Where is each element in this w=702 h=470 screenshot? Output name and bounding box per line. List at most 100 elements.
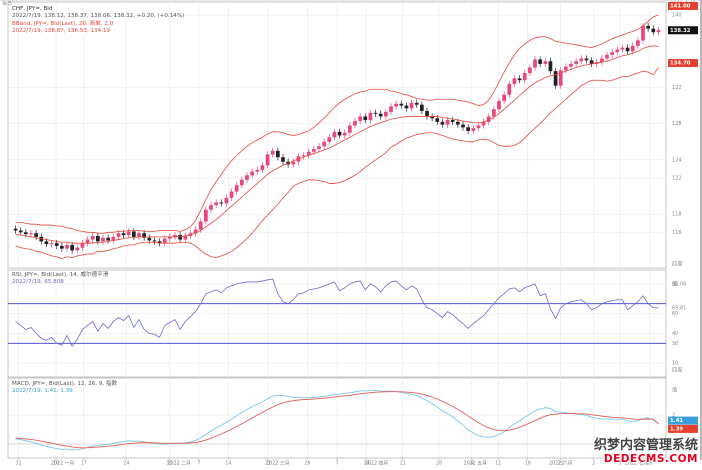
upper-band-tag: 141.00 [670,4,691,10]
price-legend-symbol: CHF, JPY=, Bid [12,6,53,12]
candle-body [312,149,316,152]
candle-body [337,131,342,136]
candle-body [553,71,558,86]
header-top-left: 每日 [2,0,12,7]
candle-body [363,116,368,121]
candle-body [373,112,378,114]
candle-body [584,58,589,61]
candle-body [502,94,506,102]
candle-body [625,47,630,52]
candle-body [384,111,388,117]
x-month-label: 2022 七月 [625,459,648,466]
candle-body [116,233,121,237]
x-day-tick-label: 21 [400,460,406,466]
signal-value-tag-bg [668,424,698,433]
macd-legend-values: 2022/7/19, 1.41, 1.39 [12,388,117,395]
candle-body [49,243,54,245]
candle-body [106,237,110,241]
bband-upper-line [15,14,659,234]
candle-body [414,102,419,105]
candle-body [409,102,414,109]
macd-legend: MACD, JPY=, Bid(Last), 12, 26, 9, 指数 202… [12,381,117,396]
candle-body [492,109,496,117]
candle-body [646,25,650,29]
candle-body [522,72,527,81]
candle-body [245,175,249,180]
rsi-y-tick-label: 10 [672,361,678,367]
x-day-tick-label: 14 [364,460,370,466]
candle-body [620,47,625,50]
price-y-tick-label: 132 [672,85,682,91]
candle-body [327,137,332,142]
signal-line [15,391,659,449]
candle-body [466,127,470,131]
candle-body [142,233,146,238]
bband-lower-line [15,67,659,259]
candle-body [394,103,398,107]
candle-body [234,185,239,192]
price-legend-boll-title: BBand, JPY=, Bid(Last), 20, 简单, 2.0 [12,20,114,27]
candle-body [507,83,512,95]
candle-body [579,58,584,62]
candle-body [65,244,69,249]
candle-body [75,247,80,251]
candle-body [517,78,522,81]
rsi-legend-title: RSI, JPY=, Bid(Last), 14, 威尔德平滑 [12,272,109,278]
x-day-tick-label: 10 [53,460,59,466]
candle-body [178,235,182,240]
candle-body [24,232,28,235]
watermark: 织梦内容管理系统 DEDECMS.COM [594,434,698,465]
x-day-tick-label: 21 [265,460,271,466]
x-month-label: 2022 三月 [266,460,289,466]
candle-body [132,231,136,237]
candle-body [399,103,404,106]
candle-body [29,233,33,235]
candle-body [260,165,265,170]
candle-body [173,235,177,237]
x-day-tick-label: 18 [525,460,531,466]
x-day-tick-label: 7 [197,460,200,466]
candle-body [85,239,90,244]
candle-body [198,221,203,230]
rsi-y-tick-label: 30 [672,341,678,347]
last-price-tag: 138.32 [670,28,691,34]
candle-body [389,106,393,112]
x-month-label: 2022 一月 [51,460,74,466]
rsi-line [15,278,659,347]
candle-body [281,157,285,162]
candle-body [152,240,157,242]
candle-body [255,169,260,172]
candle-body [270,150,275,155]
candle-body [651,28,656,33]
macd-y-tick-label: 0 [672,441,675,447]
candle-body [291,161,296,165]
macd-line [15,389,659,451]
candle-body [332,131,337,138]
watermark-cn: 织梦内容管理系统 [593,438,698,453]
candle-body [13,228,18,231]
last-price-tag-bg [668,26,698,35]
candle-body [630,45,635,52]
candle-body [404,105,409,109]
candle-body [54,243,59,246]
candle-body [486,116,491,122]
x-day-tick-label: 24 [123,460,129,466]
candle-body [533,59,537,68]
x-day-tick-label: 14 [225,460,231,466]
x-day-tick-label: 7 [335,460,338,466]
candle-body [80,243,85,248]
candle-body [471,128,476,131]
candle-body [368,112,373,121]
candle-body [548,61,553,72]
price-y-tick-label: 140 [672,13,682,19]
price-y-tick-label: 118 [672,212,682,218]
candle-body [121,233,126,236]
axes-layer: 140132128124122118116JPY四周90.0065.816040… [15,2,698,466]
candle-body [126,231,131,236]
candle-body [476,125,481,129]
candle-body [250,171,254,176]
candle-body [157,241,162,244]
candle-body [435,118,440,122]
candle-body [538,59,542,64]
candle-body [353,120,357,126]
